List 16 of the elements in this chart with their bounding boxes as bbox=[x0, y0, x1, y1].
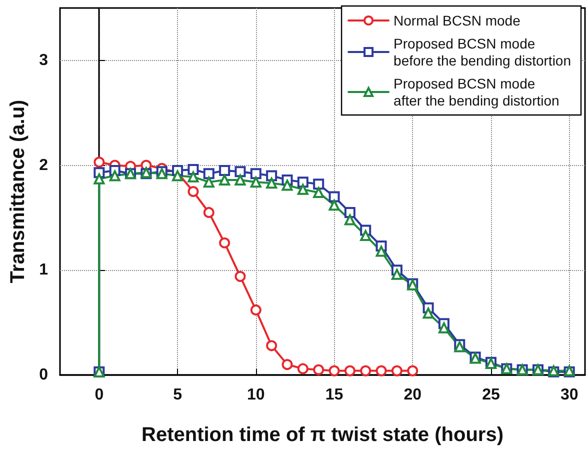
x-tick-label: 20 bbox=[404, 386, 422, 404]
x-axis-title: Retention time of π twist state (hours) bbox=[142, 424, 504, 446]
y-tick-label: 0 bbox=[39, 366, 48, 384]
legend-label: Proposed BCSN mode after the bending distortion bbox=[394, 76, 560, 108]
x-tick-label: 15 bbox=[325, 386, 344, 404]
y-axis-title: Transmittance (a.u) bbox=[7, 100, 29, 284]
legend-label: Normal BCSN mode bbox=[394, 12, 521, 28]
x-tick-label: 5 bbox=[173, 386, 182, 404]
legend-label: Proposed BCSN mode before the bending distortion bbox=[394, 36, 572, 68]
x-tick-label: 10 bbox=[246, 386, 265, 404]
y-tick-label: 3 bbox=[39, 52, 48, 69]
x-tick-label: 25 bbox=[482, 386, 500, 404]
y-tick-label: 2 bbox=[39, 156, 48, 174]
x-tick-label: 30 bbox=[560, 386, 578, 404]
y-tick-label: 1 bbox=[39, 262, 48, 279]
x-tick-label: 0 bbox=[94, 386, 104, 404]
